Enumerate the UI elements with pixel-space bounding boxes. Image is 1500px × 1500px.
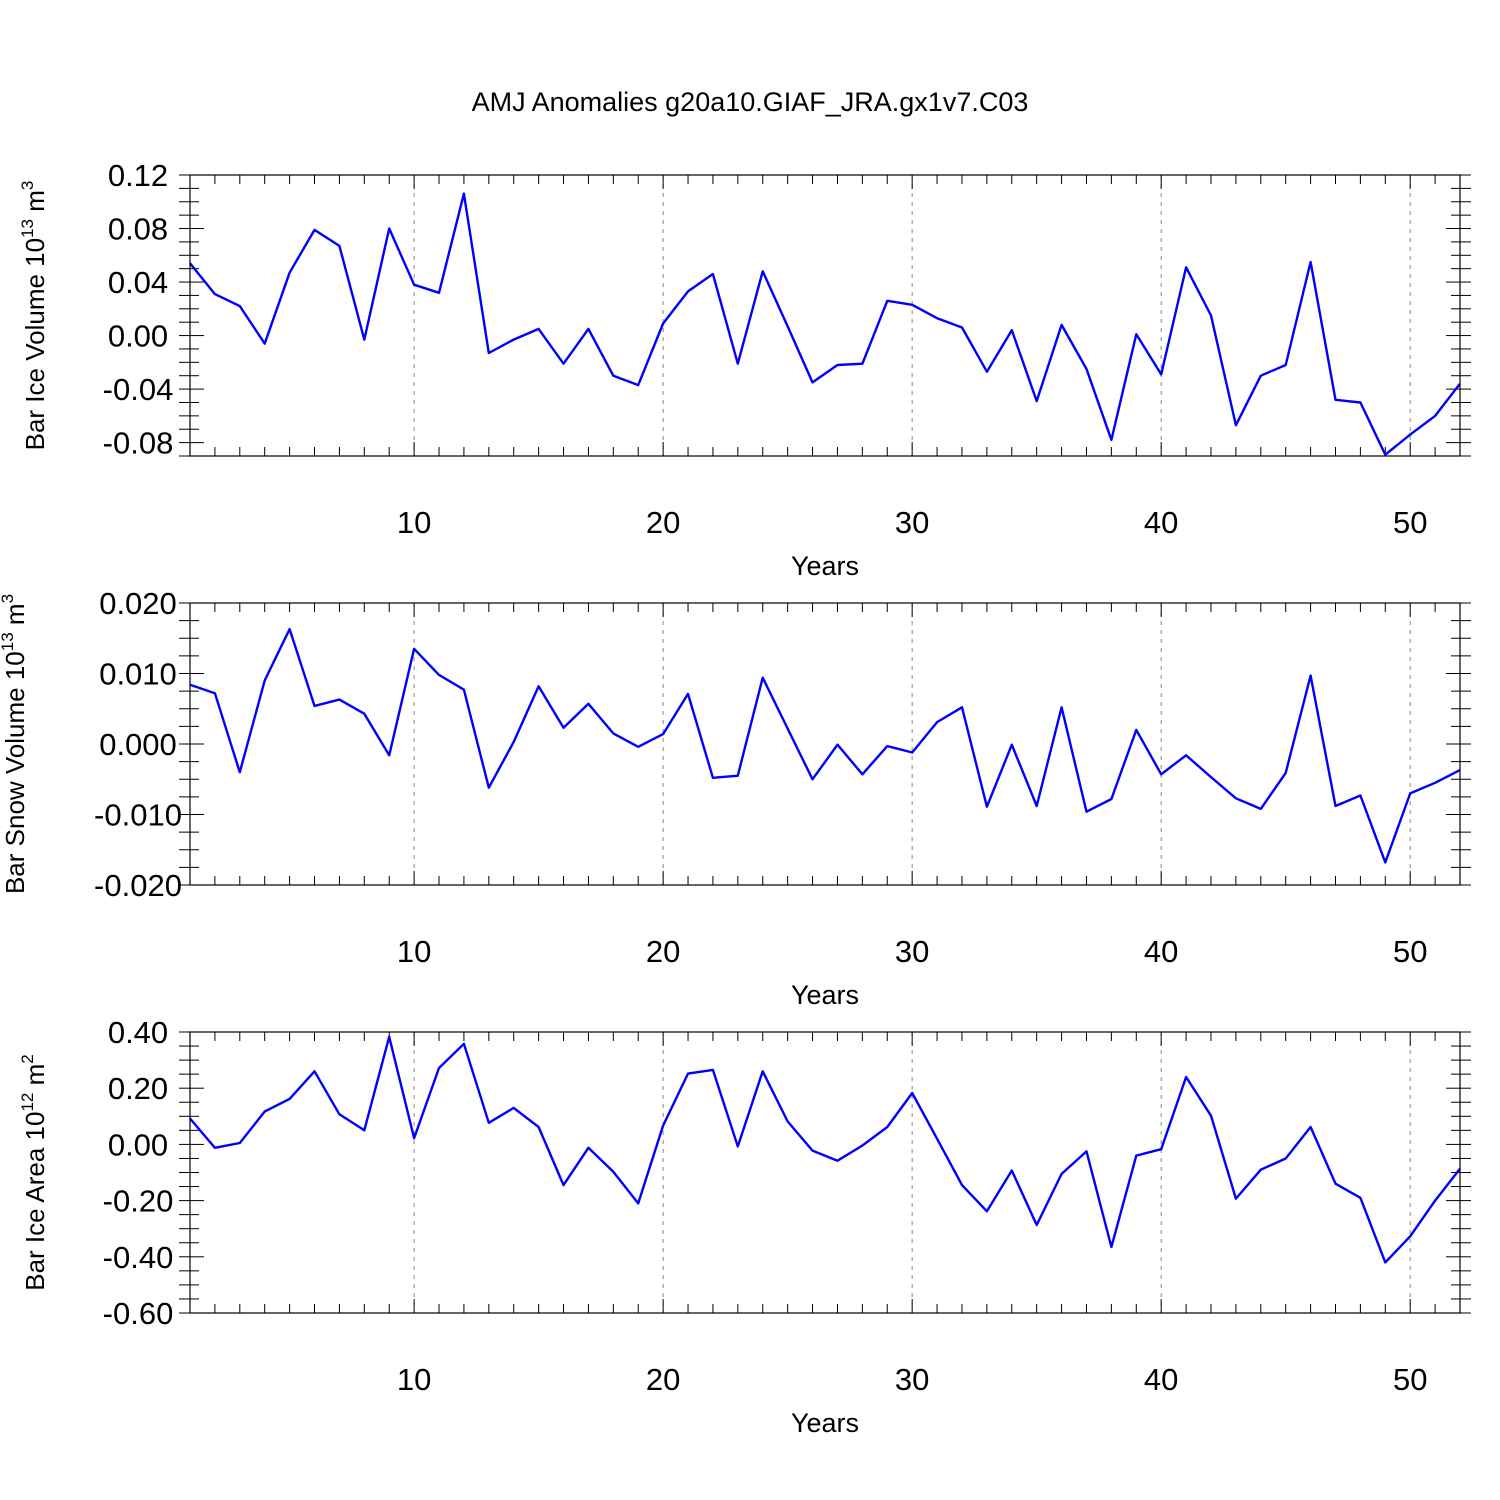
x-tick-label: 50 <box>1393 934 1427 969</box>
y-tick-label: -0.010 <box>94 798 182 833</box>
y-tick-label: 0.020 <box>99 586 177 621</box>
y-tick-label: -0.020 <box>94 868 182 903</box>
y-tick-label: -0.40 <box>103 1240 174 1275</box>
y-tick-label: 0.00 <box>108 1127 168 1162</box>
x-tick-label: 10 <box>397 1362 431 1397</box>
y-tick-label: -0.04 <box>103 372 174 407</box>
y-tick-label: 0.04 <box>108 265 168 300</box>
x-tick-label: 40 <box>1144 1362 1178 1397</box>
chart-panel-1: 0.12 0.08 0.04 0.00 -0.04 -0.08 10 20 30 40 50 Year… <box>18 158 1471 581</box>
x-tick-label: 30 <box>895 505 929 540</box>
y-tick-label: 0.08 <box>108 212 168 247</box>
x-axis-label: Years <box>791 551 859 581</box>
y-tick-label: -0.08 <box>103 426 174 461</box>
x-tick-label: 20 <box>646 1362 680 1397</box>
x-tick-label: 30 <box>895 1362 929 1397</box>
series-line <box>189 1035 1461 1264</box>
y-axis-label: Bar Ice Volume 1013 m3 <box>18 181 50 451</box>
chart-panel-3: 0.40 0.20 0.00 -0.20 -0.40 -0.60 10 20 30 40 50 Yea… <box>18 1015 1471 1438</box>
chart-panel-2: 0.020 0.010 0.000 -0.010 -0.020 10 20 30 40 50 Yea… <box>0 586 1471 1010</box>
y-tick-label: 0.20 <box>108 1071 168 1106</box>
y-tick-label: -0.60 <box>103 1296 174 1331</box>
x-tick-label: 20 <box>646 934 680 969</box>
figure-title: AMJ Anomalies g20a10.GIAF_JRA.gx1v7.C03 <box>472 87 1029 117</box>
y-tick-label: 0.000 <box>99 727 177 762</box>
x-axis-label: Years <box>791 980 859 1010</box>
x-tick-label: 20 <box>646 505 680 540</box>
plot-frame <box>189 1031 1461 1314</box>
x-tick-label: 50 <box>1393 1362 1427 1397</box>
x-axis-label: Years <box>791 1408 859 1438</box>
x-tick-label: 10 <box>397 934 431 969</box>
x-tick-label: 30 <box>895 934 929 969</box>
x-tick-label: 40 <box>1144 505 1178 540</box>
y-tick-label: 0.12 <box>108 158 168 193</box>
y-axis-label: Bar Snow Volume 1013 m3 <box>0 594 30 894</box>
plot-frame <box>189 174 1461 457</box>
series-line <box>189 627 1461 864</box>
y-tick-label: 0.00 <box>108 319 168 354</box>
panels: 0.12 0.08 0.04 0.00 -0.04 -0.08 10 20 30 40 50 Year… <box>0 158 1471 1438</box>
y-tick-label: 0.40 <box>108 1015 168 1050</box>
x-tick-label: 10 <box>397 505 431 540</box>
plot-frame <box>189 602 1461 886</box>
x-tick-label: 50 <box>1393 505 1427 540</box>
y-tick-label: 0.010 <box>99 657 177 692</box>
y-axis-label: Bar Ice Area 1012 m2 <box>18 1054 50 1291</box>
y-tick-label: -0.20 <box>103 1184 174 1219</box>
x-tick-label: 40 <box>1144 934 1178 969</box>
series-line <box>189 192 1461 456</box>
